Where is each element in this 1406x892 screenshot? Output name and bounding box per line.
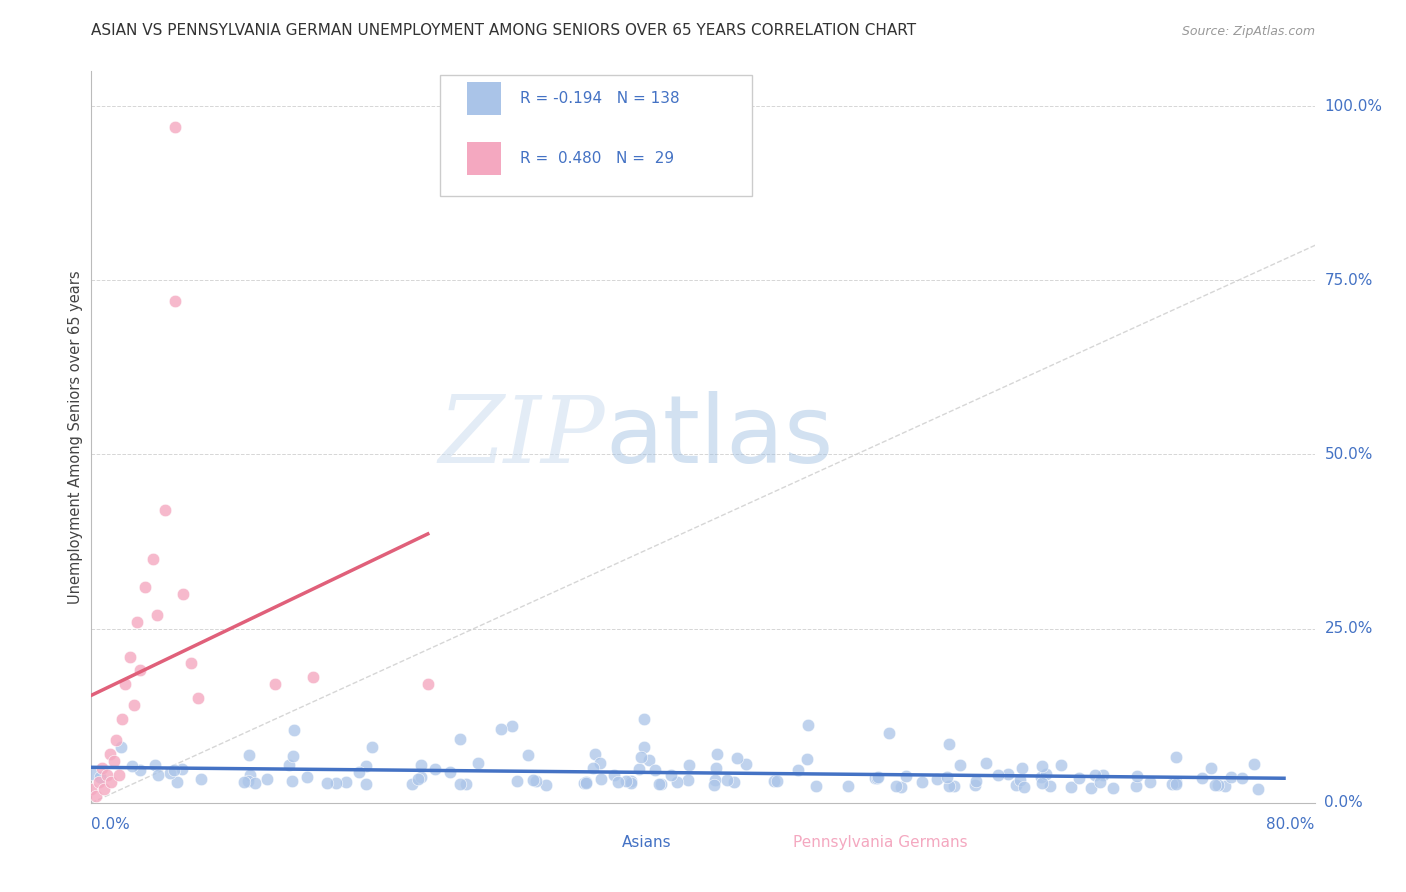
Text: R =  0.480   N =  29: R = 0.480 N = 29 (520, 152, 673, 166)
FancyBboxPatch shape (745, 830, 782, 854)
Text: 80.0%: 80.0% (1267, 817, 1315, 832)
Text: ASIAN VS PENNSYLVANIA GERMAN UNEMPLOYMENT AMONG SENIORS OVER 65 YEARS CORRELATIO: ASIAN VS PENNSYLVANIA GERMAN UNEMPLOYMEN… (91, 23, 917, 38)
FancyBboxPatch shape (467, 82, 501, 115)
Text: ZIP: ZIP (439, 392, 605, 482)
Text: 25.0%: 25.0% (1324, 621, 1372, 636)
FancyBboxPatch shape (575, 830, 610, 854)
Text: 0.0%: 0.0% (1324, 796, 1364, 810)
Text: 0.0%: 0.0% (91, 817, 131, 832)
FancyBboxPatch shape (467, 143, 501, 175)
FancyBboxPatch shape (440, 75, 752, 195)
Y-axis label: Unemployment Among Seniors over 65 years: Unemployment Among Seniors over 65 years (67, 270, 83, 604)
Text: 75.0%: 75.0% (1324, 273, 1372, 288)
Text: 50.0%: 50.0% (1324, 447, 1372, 462)
Text: Asians: Asians (621, 835, 672, 850)
Text: Source: ZipAtlas.com: Source: ZipAtlas.com (1181, 26, 1315, 38)
Text: R = -0.194   N = 138: R = -0.194 N = 138 (520, 91, 679, 106)
Text: atlas: atlas (605, 391, 834, 483)
Text: 100.0%: 100.0% (1324, 99, 1382, 113)
Text: Pennsylvania Germans: Pennsylvania Germans (793, 835, 967, 850)
